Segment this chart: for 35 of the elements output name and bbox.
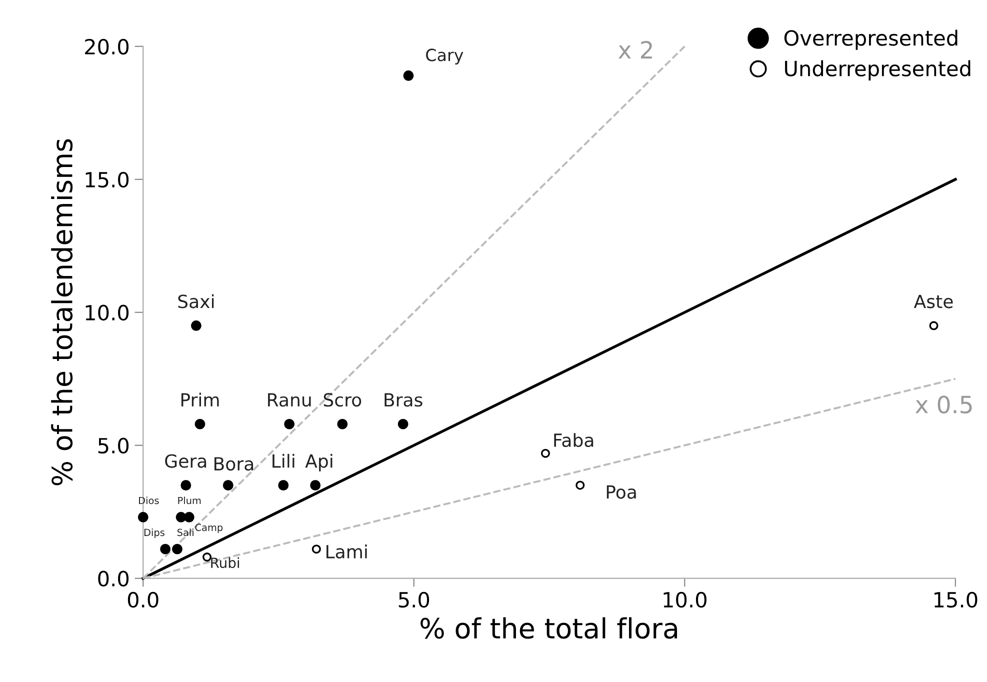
annotation: Gera [165, 454, 206, 468]
annotation: Rubi [211, 557, 239, 568]
y-tick-label: 0.0 [98, 570, 129, 587]
x-axis-title: % of the total flora [420, 617, 678, 639]
annotation: Bras [384, 393, 422, 407]
legend-label: Underrepresented [785, 60, 970, 80]
y-tick-label: 5.0 [98, 438, 129, 454]
x-tick-label: 0.0 [128, 592, 158, 608]
annotation: Cary [426, 48, 464, 65]
y-tick-label: 20.0 [85, 38, 129, 55]
y-axis-title: % of the totalendemisms [51, 139, 73, 486]
x-tick-label: 10.0 [664, 592, 706, 608]
annotation: Aste [914, 294, 953, 308]
annotation: Sali [177, 528, 194, 536]
annotation: Ranu [268, 393, 311, 407]
annotation: x 0.5 [915, 396, 972, 414]
annotation: Prim [181, 392, 219, 406]
annotation: Camp [195, 524, 223, 533]
annotation: Scro [324, 393, 362, 407]
annotation: Dios [139, 496, 159, 504]
annotation: Dips [144, 528, 164, 538]
legend-label: Overrepresented [784, 30, 958, 50]
annotation: x 2 [618, 40, 652, 58]
y-tick-label: 10.0 [86, 304, 129, 321]
y-tick-label: 15.0 [86, 172, 129, 188]
annotation: Lili [272, 454, 294, 468]
annotation: Faba [554, 433, 594, 448]
annotation: Lami [326, 544, 367, 558]
annotation: Saxi [178, 294, 214, 308]
x-tick-label: 5.0 [398, 592, 430, 608]
x-tick-label: 15.0 [934, 592, 978, 608]
annotation: Poa [606, 485, 636, 499]
annotation: Api [305, 454, 332, 472]
annotation: Plum [178, 496, 201, 504]
annotation: Bora [214, 457, 254, 471]
